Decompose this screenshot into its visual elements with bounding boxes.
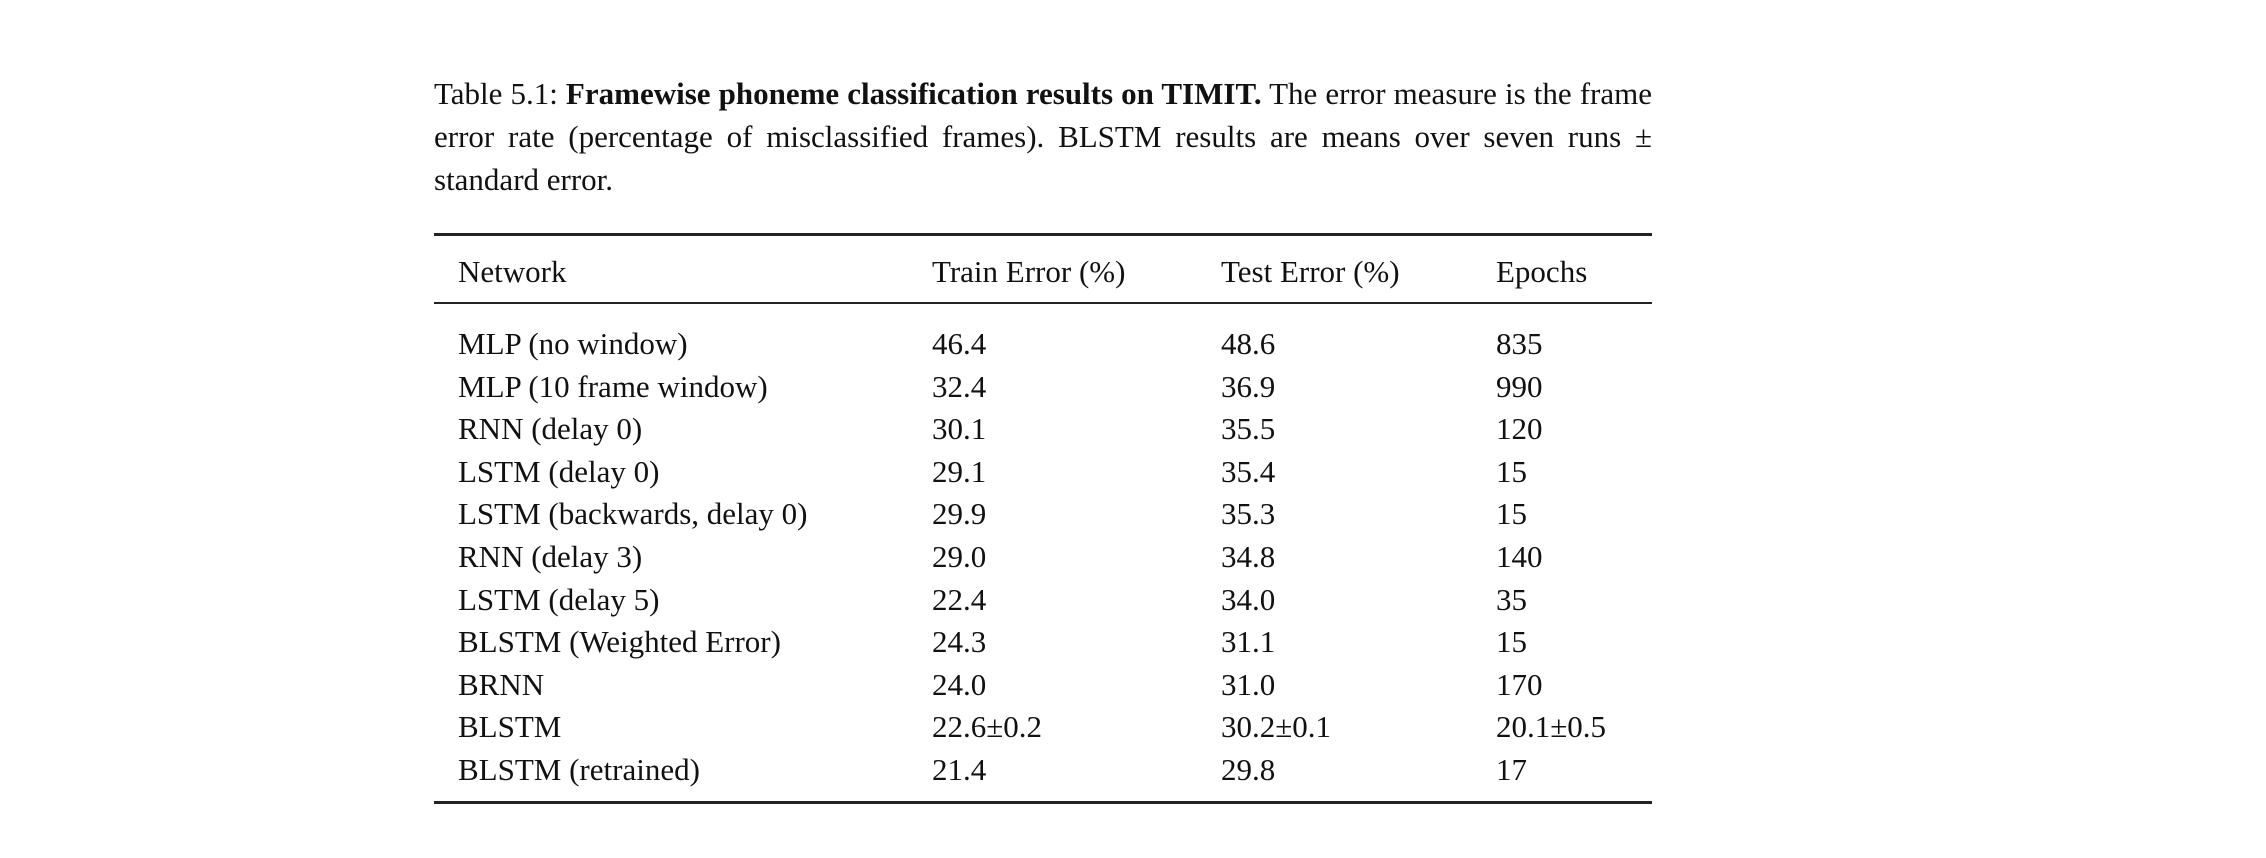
- table-cell: 34.8: [1221, 539, 1276, 574]
- table-cell: 170: [1496, 666, 1543, 702]
- bottom-rule: [434, 801, 1652, 804]
- table-cell: 29.9: [932, 496, 987, 532]
- table-cell: MLP (10 frame window): [458, 368, 768, 404]
- table-cell: BLSTM: [458, 709, 562, 745]
- caption-text: The error measure is the frame error rat…: [434, 76, 1652, 197]
- table-cell: BLSTM (Weighted Error): [458, 624, 781, 660]
- table-cell: 22.6±0.2: [932, 709, 1043, 745]
- table-cell: 120: [1496, 411, 1543, 447]
- table-cell: 31.1: [1221, 624, 1276, 660]
- table-cell: 15: [1496, 624, 1527, 660]
- table-cell: 15: [1496, 453, 1527, 489]
- table-cell: 32.4: [932, 368, 987, 404]
- table-cell: RNN (delay 0): [458, 411, 643, 447]
- table-cell: LSTM (delay 5): [458, 581, 660, 617]
- table-cell: 140: [1496, 539, 1543, 574]
- table-cell: 34.0: [1221, 581, 1276, 617]
- table-cell: RNN (delay 3): [458, 539, 643, 574]
- header-cell: Test Error (%): [1221, 254, 1400, 289]
- table-cell: 31.0: [1221, 666, 1276, 702]
- caption: Table 5.1: Framewise phoneme classificat…: [434, 72, 1652, 201]
- table-cell: 35.3: [1221, 496, 1276, 532]
- table-cell: 35.5: [1221, 411, 1276, 447]
- table-cell: 15: [1496, 496, 1527, 532]
- table-cell: 35.4: [1221, 453, 1276, 489]
- table-cell: 24.0: [932, 666, 987, 702]
- table-cell: 29.0: [932, 539, 987, 574]
- top-rule: [434, 233, 1652, 236]
- header-cell: Train Error (%): [932, 254, 1126, 289]
- table-cell: MLP (no window): [458, 326, 688, 361]
- table-cell: LSTM (delay 0): [458, 453, 660, 489]
- table-cell: 30.1: [932, 411, 987, 447]
- table-cell: 990: [1496, 368, 1543, 404]
- table-cell: 22.4: [932, 581, 987, 617]
- caption-label: Table 5.1:: [434, 76, 558, 111]
- table-cell: 835: [1496, 326, 1543, 361]
- table-cell: 20.1±0.5: [1496, 709, 1607, 745]
- table-cell: 29.8: [1221, 752, 1276, 787]
- table-cell: 48.6: [1221, 326, 1276, 361]
- table-cell: 24.3: [932, 624, 987, 660]
- table-cell: BLSTM (retrained): [458, 752, 700, 787]
- table-cell: 46.4: [932, 326, 987, 361]
- header-cell: Network: [458, 254, 567, 289]
- header-cell: Epochs: [1496, 254, 1588, 289]
- table-cell: 21.4: [932, 752, 987, 787]
- table-cell: LSTM (backwards, delay 0): [458, 496, 808, 532]
- table-cell: 36.9: [1221, 368, 1276, 404]
- table-cell: 30.2±0.1: [1221, 709, 1332, 745]
- caption-title: Framewise phoneme classification results…: [565, 76, 1262, 111]
- table-cell: 35: [1496, 581, 1527, 617]
- table-cell: 29.1: [932, 453, 987, 489]
- table-cell: 17: [1496, 752, 1527, 787]
- table-cell: BRNN: [458, 666, 545, 702]
- mid-rule: [434, 302, 1652, 304]
